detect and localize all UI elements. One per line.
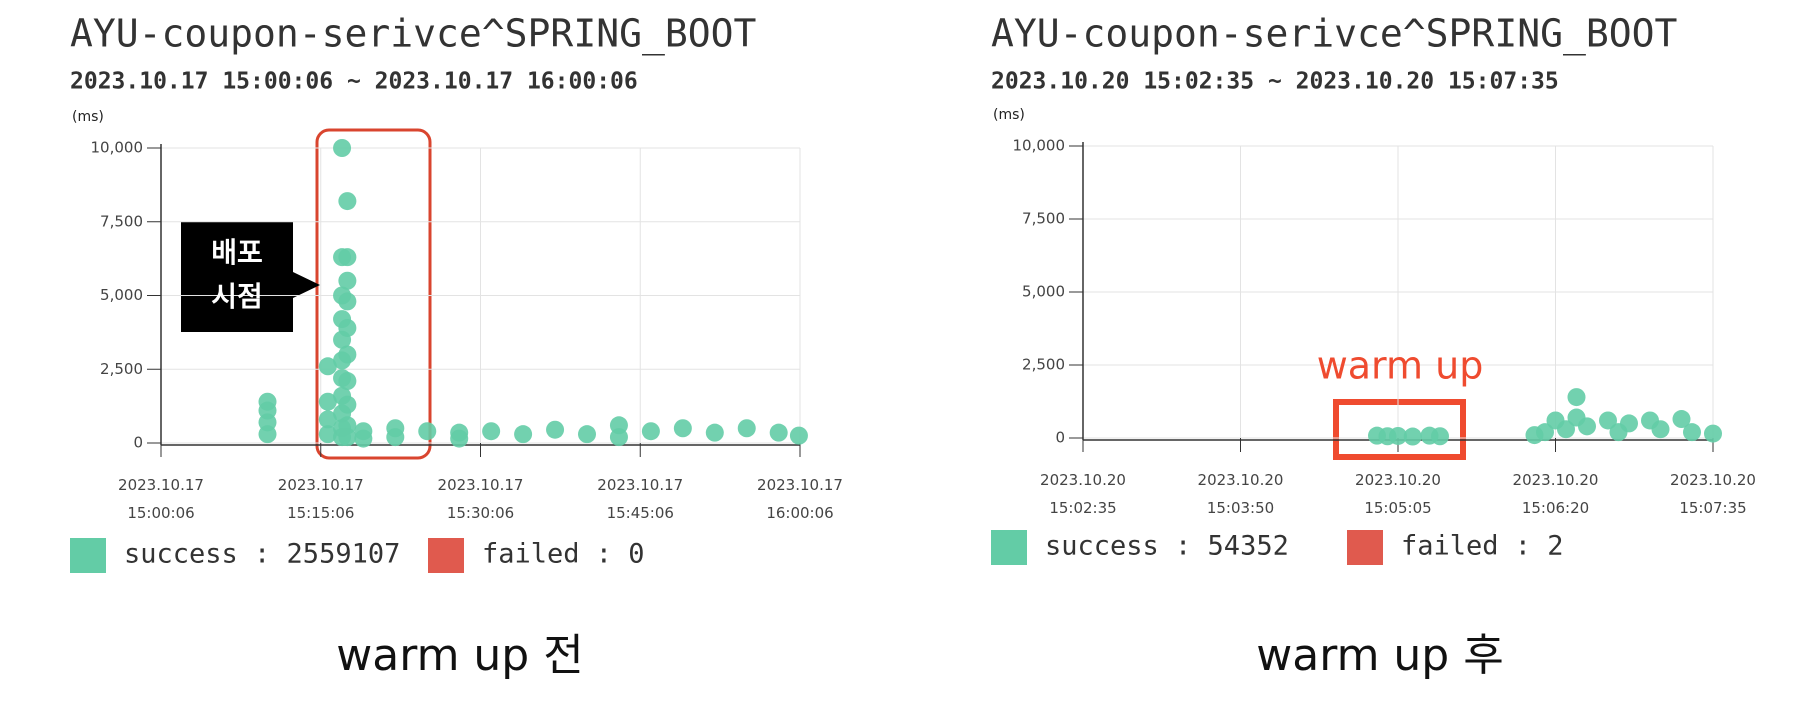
legend-swatch — [428, 538, 464, 573]
y-tick-label: 7,500 — [100, 212, 143, 230]
callout — [181, 222, 320, 332]
data-point — [318, 392, 337, 411]
data-point — [386, 428, 405, 447]
data-point — [258, 392, 277, 411]
caption: warm up 전 — [336, 630, 583, 681]
data-point — [338, 318, 357, 337]
highlight-box — [1333, 399, 1466, 460]
x-tick-label: 2023.10.20 15:03:50 — [1198, 471, 1284, 517]
chart-title: AYU-coupon-serivce^SPRING_BOOT — [70, 12, 756, 57]
x-tick-label: 2023.10.20 15:02:35 — [1040, 471, 1126, 517]
y-tick-label: 10,000 — [91, 139, 144, 157]
data-point — [789, 426, 808, 445]
data-point — [1431, 427, 1449, 446]
data-point — [705, 423, 724, 442]
data-point — [338, 372, 357, 391]
legend-label: success : 54352 — [1045, 531, 1289, 562]
x-tick-label: 2023.10.17 15:15:06 — [278, 476, 364, 522]
y-tick-label: 0 — [133, 434, 143, 452]
data-point — [737, 419, 756, 438]
data-point — [450, 429, 469, 448]
y-tick-label: 10,000 — [1013, 137, 1066, 155]
data-point — [769, 423, 788, 442]
x-tick-label: 2023.10.20 15:07:35 — [1670, 471, 1756, 517]
data-point — [338, 192, 357, 211]
data-point — [338, 248, 357, 267]
data-point — [333, 139, 352, 157]
legend-swatch — [991, 530, 1027, 565]
x-tick-label: 2023.10.17 15:00:06 — [118, 476, 204, 522]
data-point — [673, 419, 692, 438]
y-tick-label: 2,500 — [100, 360, 143, 378]
x-tick-label: 2023.10.17 15:30:06 — [438, 476, 524, 522]
data-point — [1599, 411, 1617, 430]
data-point — [318, 425, 337, 444]
y-tick-label: 0 — [1055, 429, 1065, 447]
caption: warm up 후 — [1256, 630, 1503, 681]
data-point — [338, 345, 357, 364]
data-point — [1620, 414, 1638, 433]
highlight-box — [315, 128, 432, 460]
legend-label: failed : 0 — [482, 539, 645, 570]
x-tick-label: 2023.10.20 15:05:05 — [1355, 471, 1441, 517]
data-point — [338, 271, 357, 290]
annotation: 배포 — [211, 236, 263, 269]
data-point — [1557, 420, 1575, 439]
data-point — [318, 410, 337, 429]
data-point — [1683, 423, 1701, 442]
y-tick-label: 5,000 — [1022, 283, 1065, 301]
legend-swatch — [1347, 530, 1383, 565]
x-tick-label: 2023.10.17 16:00:06 — [757, 476, 843, 522]
data-point — [609, 428, 628, 447]
data-point — [482, 422, 501, 441]
data-point — [318, 357, 337, 376]
y-tick-label: 5,000 — [100, 286, 143, 304]
y-axis-label: (ms) — [72, 109, 104, 125]
chart-subtitle: 2023.10.17 15:00:06 ~ 2023.10.17 16:00:0… — [70, 69, 638, 95]
data-point — [354, 429, 373, 448]
data-point — [338, 428, 357, 447]
y-tick-label: 2,500 — [1022, 356, 1065, 374]
data-point — [1389, 426, 1407, 445]
data-point — [1567, 388, 1586, 407]
data-point — [578, 425, 596, 444]
data-point — [514, 425, 533, 444]
data-point — [338, 292, 357, 311]
annotation: warm up — [1317, 344, 1484, 388]
data-point — [641, 422, 660, 441]
y-tick-label: 7,500 — [1022, 210, 1065, 228]
data-point — [338, 395, 357, 414]
data-point — [546, 420, 565, 439]
y-axis-label: (ms) — [993, 107, 1025, 123]
data-point — [1578, 417, 1596, 436]
data-point — [1536, 423, 1554, 442]
data-point — [1651, 420, 1670, 439]
x-tick-label: 2023.10.17 15:45:06 — [597, 476, 683, 522]
legend-label: failed : 2 — [1401, 531, 1564, 562]
legend-swatch — [70, 538, 106, 573]
data-point — [1403, 427, 1422, 446]
data-point — [1672, 410, 1691, 429]
legend-label: success : 2559107 — [124, 539, 400, 570]
data-point — [418, 422, 437, 441]
annotation: 시점 — [211, 280, 263, 313]
chart-subtitle: 2023.10.20 15:02:35 ~ 2023.10.20 15:07:3… — [991, 69, 1559, 95]
data-point — [1704, 424, 1722, 443]
x-tick-label: 2023.10.20 15:06:20 — [1513, 471, 1599, 517]
chart-title: AYU-coupon-serivce^SPRING_BOOT — [991, 12, 1677, 57]
